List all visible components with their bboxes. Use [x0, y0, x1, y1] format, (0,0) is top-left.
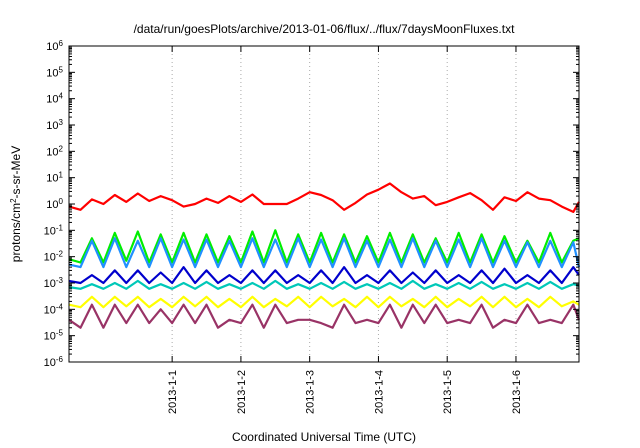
- y-tick-base: 10: [46, 199, 58, 211]
- y-tick-exp: 5: [59, 65, 64, 74]
- y-tick-base: 10: [46, 67, 58, 79]
- x-tick-label: 2013-1-6: [511, 370, 523, 414]
- y-tick-exp: -6: [56, 355, 64, 364]
- y-tick-base: 10: [46, 94, 58, 106]
- x-axis: 2013-1-1 2013-1-2 2013-1-3 2013-1-4 2013-1-5…: [167, 46, 523, 414]
- y-tick-exp: -2: [56, 249, 64, 258]
- y-tick-label: 100: [46, 197, 63, 212]
- series-layer: [68, 182, 581, 329]
- y-tick-label: 102: [46, 144, 63, 159]
- y-tick-base: 10: [44, 331, 56, 343]
- y-tick-base: 10: [44, 225, 56, 237]
- y-tick-exp: -3: [56, 276, 64, 285]
- x-tick-label: 2013-1-4: [373, 370, 385, 414]
- y-tick-exp: 6: [59, 39, 64, 48]
- series-line: [68, 295, 580, 309]
- y-axis: 10-610-510-410-310-210-11001011021031041…: [44, 39, 579, 370]
- x-tick-label: 2013-1-3: [305, 370, 317, 414]
- y-tick-label: 104: [46, 91, 63, 106]
- y-tick-label: 103: [46, 118, 63, 133]
- series-line: [68, 303, 581, 329]
- y-tick-base: 10: [44, 278, 56, 290]
- y-tick-label: 106: [46, 39, 63, 54]
- y-tick-base: 10: [46, 41, 58, 53]
- y-tick-label: 10-2: [44, 249, 64, 264]
- y-tick-label: 10-1: [44, 223, 64, 238]
- y-tick-base: 10: [46, 146, 58, 158]
- y-tick-label: 10-3: [44, 276, 64, 291]
- y-tick-exp: -4: [56, 302, 64, 311]
- y-tick-exp: 0: [59, 197, 64, 206]
- y-tick-base: 10: [44, 304, 56, 316]
- x-tick-label: 2013-1-2: [236, 370, 248, 414]
- x-tick-label: 2013-1-5: [442, 370, 454, 414]
- y-tick-label: 101: [46, 170, 63, 185]
- y-axis-label: protons/cm2-s-sr-MeV: [9, 146, 24, 262]
- y-tick-label: 10-4: [44, 302, 64, 317]
- y-tick-base: 10: [46, 173, 58, 185]
- chart-title: /data/run/goesPlots/archive/2013-01-06/f…: [134, 22, 516, 36]
- y-tick-exp: 2: [59, 144, 64, 153]
- series-line: [68, 279, 580, 290]
- grid: [171, 46, 517, 362]
- y-tick-base: 10: [44, 252, 56, 264]
- y-tick-exp: 1: [59, 170, 64, 179]
- y-tick-label: 10-6: [44, 355, 64, 370]
- series-line: [68, 182, 580, 213]
- x-tick-label: 2013-1-1: [167, 370, 179, 414]
- y-tick-label: 10-5: [44, 328, 64, 343]
- series-line: [68, 237, 581, 269]
- series-line: [68, 266, 580, 285]
- y-tick-exp: -5: [56, 328, 64, 337]
- y-tick-base: 10: [46, 120, 58, 132]
- y-tick-base: 10: [44, 357, 56, 369]
- y-axis-label-post: -s-sr-MeV: [9, 146, 23, 199]
- y-tick-exp: -1: [56, 223, 64, 232]
- x-axis-label: Coordinated Universal Time (UTC): [232, 430, 416, 444]
- y-axis-label-pre: protons/cm: [9, 203, 23, 262]
- series-line: [68, 229, 580, 264]
- y-tick-label: 105: [46, 65, 63, 80]
- y-tick-exp: 4: [59, 91, 64, 100]
- y-axis-label-sup: 2: [9, 198, 18, 203]
- plot-frame: [68, 45, 580, 363]
- y-tick-exp: 3: [59, 118, 64, 127]
